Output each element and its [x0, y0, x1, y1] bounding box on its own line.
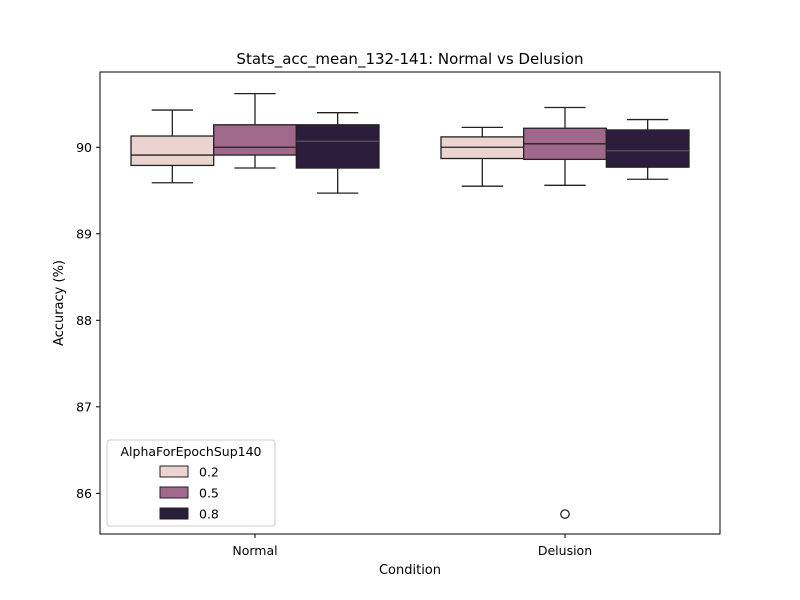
box-0.5-normal — [213, 92, 297, 169]
y-axis-label: Accuracy (%) — [52, 260, 67, 346]
box-0.8-delusion — [605, 118, 690, 180]
y-tick-label: 87 — [76, 399, 92, 414]
box-body — [605, 129, 690, 168]
legend-label: 0.8 — [199, 507, 219, 522]
box-body — [295, 124, 380, 169]
box-body — [130, 135, 215, 167]
box-0.2-delusion — [440, 126, 525, 187]
chart-title: Stats_acc_mean_132-141: Normal vs Delusi… — [236, 50, 583, 69]
x-tick-label: Normal — [232, 543, 277, 558]
legend: AlphaForEpochSup140 0.2 0.5 0.8 — [106, 439, 276, 527]
plot-frame — [99, 71, 721, 535]
x-axis-label: Condition — [379, 563, 441, 578]
y-tick-label: 88 — [76, 313, 92, 328]
legend-title: AlphaForEpochSup140 — [121, 444, 262, 459]
box-0.2-normal — [130, 109, 215, 184]
legend-label: 0.5 — [199, 486, 219, 501]
x-tick-label: Delusion — [538, 543, 592, 558]
box-body — [213, 124, 297, 156]
legend-item-0.5: 0.5 — [159, 486, 219, 501]
legend-item-0.2: 0.2 — [159, 465, 219, 480]
box-0.5-delusion — [523, 106, 607, 519]
plot-area: 86 87 88 89 90 Normal Delusion — [76, 92, 690, 558]
legend-swatch — [159, 486, 189, 499]
legend-item-0.8: 0.8 — [159, 507, 219, 522]
y-tick-label: 89 — [76, 226, 92, 241]
legend-swatch — [159, 465, 189, 478]
legend-items: 0.2 0.5 0.8 — [159, 465, 219, 522]
y-tick-label: 86 — [76, 486, 92, 501]
box-0.8-normal — [295, 112, 380, 194]
y-tick-label: 90 — [76, 140, 92, 155]
legend-label: 0.2 — [199, 465, 219, 480]
legend-swatch — [159, 507, 189, 520]
legend-box — [106, 439, 276, 527]
outlier-point — [560, 509, 570, 519]
